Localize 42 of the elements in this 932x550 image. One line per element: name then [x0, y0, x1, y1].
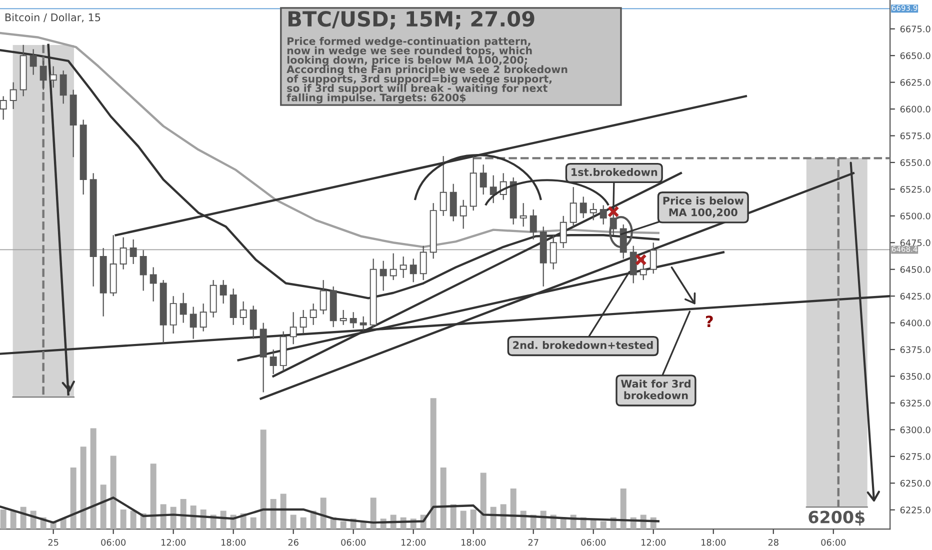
y-tick-label: 6250.0 [900, 480, 930, 487]
y-tick-label: 6475.0 [900, 239, 930, 246]
x-tick-label: 27 [528, 538, 538, 546]
y-tick-label: 6375.0 [900, 346, 930, 354]
text: Price formed wedge-continuation pattern, now in wedge we see rounded tops, which looking down, price is below MA 100,200; According the Fan principle we see 2 brokedown of supports, 3rd suppord=big wedge support, so if 3rd support will break - waiting for next falling impulse. Targets: 6200$ [286, 37, 568, 104]
annotation: Wait for 3rd brokedown [620, 380, 690, 400]
annotation: 6200$ [808, 510, 865, 526]
y-tick-label: 6450.0 [900, 266, 930, 273]
y-tick-label: 6650.0 [900, 52, 930, 60]
x-tick-label: 06:00 [821, 538, 846, 546]
x-tick-label: 12:00 [642, 538, 666, 546]
y-tick-label: 6525.0 [900, 186, 930, 193]
chart-title: BTC/USD; 15M; 27.09 [288, 10, 534, 30]
x-tick-label: 06:00 [101, 538, 126, 546]
x-tick-label: 06:00 [341, 538, 366, 546]
annotation: 2nd. brokedown+tested [513, 340, 653, 350]
x-tick-label: 18:00 [702, 538, 726, 546]
y-tick-label: 6500.0 [900, 212, 930, 220]
x-tick-label: 18:00 [222, 538, 246, 546]
y-tick-label: 6675.0 [900, 26, 930, 32]
y-tick-label: 6300.0 [900, 426, 930, 434]
x-tick-label: 26 [288, 538, 298, 546]
y-tick-label: 6625.0 [900, 79, 930, 86]
x-tick-label: 25 [48, 538, 58, 546]
annotation: Price is below MA 100,200 [663, 196, 744, 218]
y-tick-label: 6425.0 [900, 292, 930, 300]
y-tick-label: 6575.0 [900, 132, 930, 140]
y-tick-label: 6600.0 [900, 106, 930, 113]
annotation: ? [706, 316, 713, 327]
annotation: 1st.brokedown [572, 168, 658, 176]
x-tick-label: 28 [768, 538, 778, 546]
y-tick-label: 6325.0 [900, 400, 930, 406]
y-tick-label: 6400.0 [900, 320, 930, 326]
x-tick-label: 12:00 [402, 538, 426, 546]
y-tick-label: 6550.0 [900, 159, 930, 166]
x-tick-label: 06:00 [581, 538, 606, 546]
y-tick-label: 6225.0 [900, 506, 930, 514]
x-tick-label: 12:00 [162, 538, 186, 546]
annotation: Bitcoin / Dollar, 15 [5, 13, 100, 22]
y-tick-label: 6275.0 [900, 453, 930, 460]
x-tick-label: 18:00 [462, 538, 486, 546]
y-tick-label: 6350.0 [900, 373, 930, 380]
